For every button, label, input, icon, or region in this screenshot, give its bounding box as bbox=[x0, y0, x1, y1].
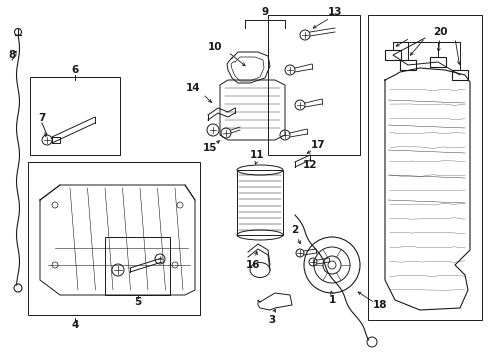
Text: 4: 4 bbox=[72, 320, 79, 330]
Text: 15: 15 bbox=[203, 143, 217, 153]
Text: 12: 12 bbox=[303, 160, 317, 170]
Text: 13: 13 bbox=[328, 7, 342, 17]
Text: 2: 2 bbox=[292, 225, 298, 235]
Bar bbox=[237, 170, 283, 235]
Text: 9: 9 bbox=[262, 7, 269, 17]
Bar bbox=[28, 162, 200, 315]
Text: 11: 11 bbox=[250, 150, 264, 160]
Text: 3: 3 bbox=[269, 315, 275, 325]
Bar bbox=[400, 60, 416, 70]
Text: 8: 8 bbox=[8, 50, 16, 60]
Bar bbox=[452, 70, 468, 80]
Bar bbox=[385, 50, 401, 60]
Bar bbox=[268, 15, 360, 155]
Text: 7: 7 bbox=[38, 113, 46, 123]
Text: 18: 18 bbox=[373, 300, 387, 310]
Text: 20: 20 bbox=[433, 27, 447, 37]
Text: 1: 1 bbox=[328, 295, 336, 305]
Text: 10: 10 bbox=[208, 42, 222, 52]
Text: 5: 5 bbox=[134, 297, 142, 307]
Text: 6: 6 bbox=[72, 65, 78, 75]
Text: 17: 17 bbox=[311, 140, 325, 150]
Bar bbox=[105, 237, 170, 295]
Bar bbox=[368, 15, 482, 320]
Bar bbox=[430, 57, 446, 67]
Bar bbox=[30, 77, 120, 155]
Text: 16: 16 bbox=[246, 260, 260, 270]
Text: 14: 14 bbox=[186, 83, 200, 93]
